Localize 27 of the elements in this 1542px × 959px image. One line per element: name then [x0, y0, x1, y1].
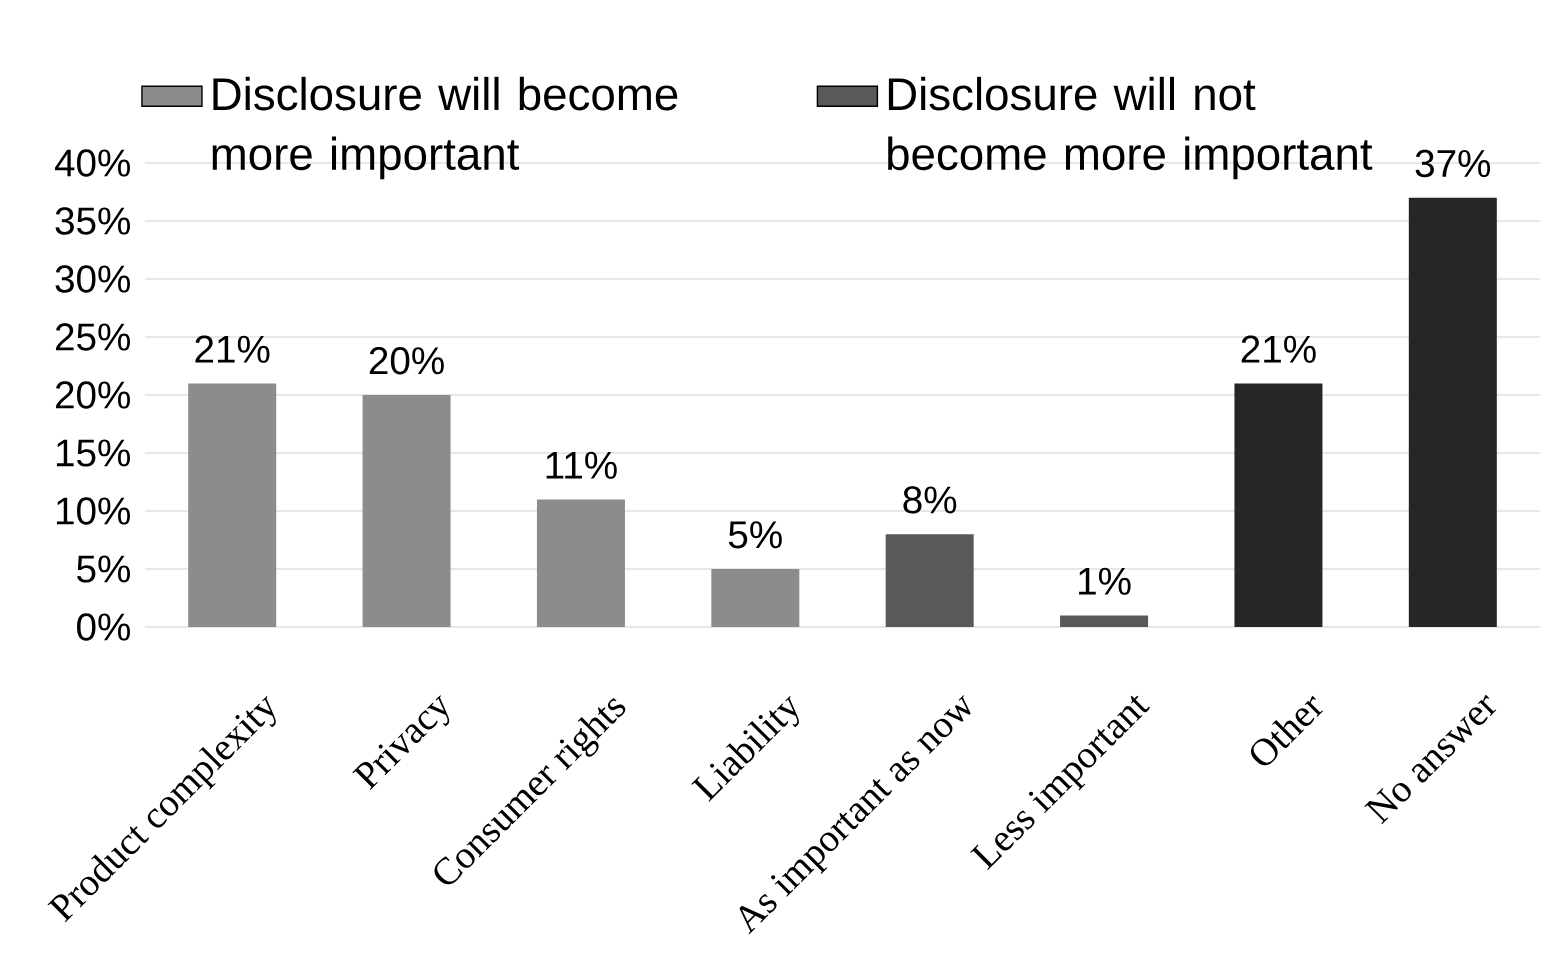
bar [362, 395, 451, 628]
data-label: 37% [1415, 150, 1491, 178]
y-tick-label: 0% [77, 613, 130, 641]
data-label: 11% [546, 451, 617, 479]
bar [1408, 197, 1497, 628]
bar [536, 499, 625, 628]
y-tick-label: 15% [56, 439, 130, 467]
y-tick-label: 40% [54, 149, 130, 177]
y-tick-label: 25% [55, 323, 130, 351]
data-label: 21% [1241, 335, 1316, 363]
bar [1060, 615, 1149, 628]
y-tick-label: 35% [55, 207, 130, 235]
bar [885, 534, 974, 628]
y-tick-label: 5% [77, 555, 130, 583]
data-label: 8% [903, 486, 957, 514]
data-label: 1% [1079, 567, 1131, 595]
data-label: 5% [728, 521, 782, 549]
legend-label: Disclosure will become more important [212, 76, 678, 180]
bar [188, 383, 277, 628]
y-tick-label: 20% [55, 381, 130, 409]
y-tick-label: 30% [55, 265, 130, 293]
data-label: 21% [195, 335, 270, 363]
bar [711, 569, 800, 628]
bar [1234, 383, 1323, 628]
legend-label: Disclosure will not become more important [888, 76, 1373, 180]
y-tick-label: 10% [56, 497, 130, 525]
data-label: 20% [369, 347, 444, 375]
